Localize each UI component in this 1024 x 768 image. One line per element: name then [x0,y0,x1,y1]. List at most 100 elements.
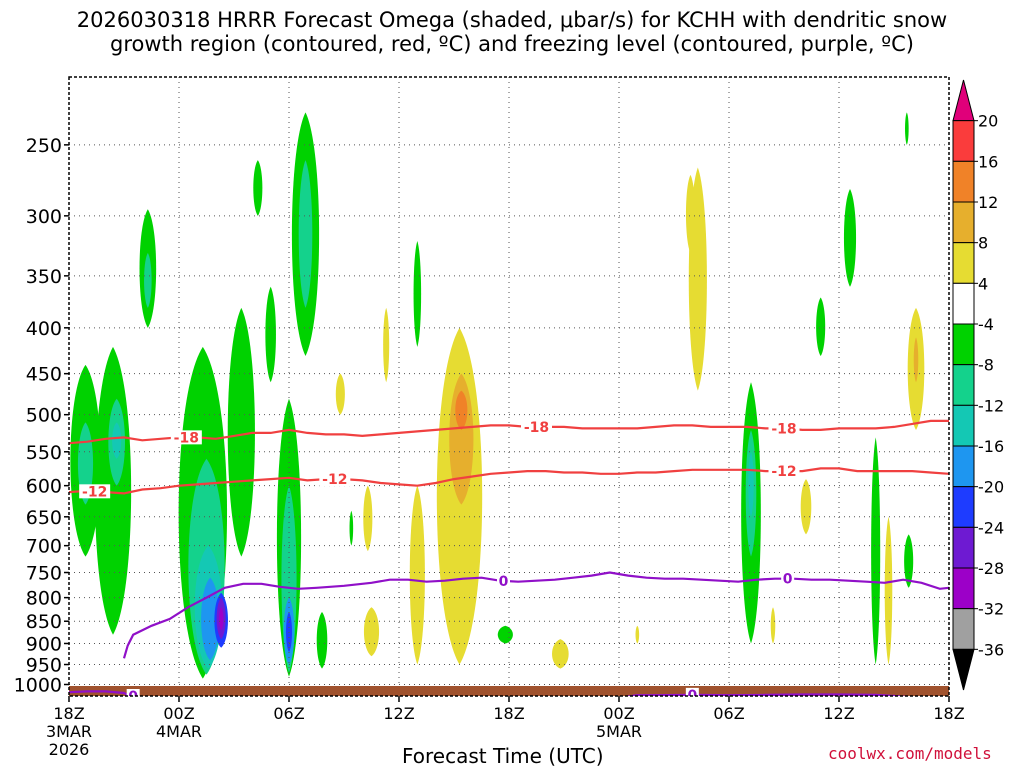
xtick-label-0-2: 2026 [49,740,90,759]
xtick-label-18-0: 12Z [383,704,414,723]
omega-up-h38 [770,607,776,644]
colorbar-label-4: -20 [978,478,1004,497]
colorbar-top-triangle [952,79,975,122]
ytick-label-250: 250 [26,135,62,157]
ytick-label-950: 950 [26,655,62,677]
credit-text: coolwx.com/models [828,744,992,763]
ytick-label-750: 750 [26,563,62,585]
contour-freezing-level [122,571,949,659]
chart-title-line-2: growth region (contoured, red, ºC) and f… [110,32,914,56]
ytick-label-900: 900 [26,633,62,655]
contour-label-bg-dgz-minus12-2 [768,464,800,479]
plot-border [68,76,950,697]
ytick-label-300: 300 [26,206,62,228]
colorbar-box-2 [952,160,975,203]
omega-up-h46b [913,337,919,383]
x-axis-title: Forecast Time (UTC) [402,744,604,768]
xtick-label-0-1: 3MAR [46,722,92,741]
omega-core-h1c [112,422,122,459]
omega-core-h37c [748,451,754,517]
contour-label-bg-dgz-minus18-1 [521,419,552,434]
xtick-label-30-1: 5MAR [596,722,642,741]
omega-up-h40 [800,479,812,535]
ytick-label-400: 400 [26,318,62,340]
contour-label-freezing-level-1: 0 [783,572,793,588]
contour-label-bg-freezing-level-surface-left-0 [126,689,140,696]
contour-label-dgz-minus18-1: -18 [524,420,549,436]
chart-title-line-1: 2026030318 HRRR Forecast Omega (shaded, … [76,8,948,32]
ytick-label-650: 650 [26,507,62,529]
contour-label-bg-freezing-level-0 [497,573,510,588]
ground-rect [69,686,949,696]
colorbar: -36 -32 -28 -24 -20 -16 -12 -8 -4 4 8 12 16 20 [952,79,1004,691]
colorbar-box-8 [952,404,975,447]
omega-up-h45 [884,516,893,665]
colorbar-box-7 [952,364,975,406]
contour-label-bg-freezing-level-surface-right-0 [685,687,699,696]
contour-label-freezing-level-surface-left-0: 0 [128,689,138,705]
ytick-label-800: 800 [26,588,62,610]
omega-core-h14 [316,611,328,669]
omega-up-h31 [635,625,640,644]
omega-core-h13b [298,160,313,308]
colorbar-label-8: -4 [978,315,994,334]
contour-label-bg-dgz-minus18-2 [768,421,800,436]
colorbar-bottom-triangle [952,648,975,691]
omega-up-h16 [409,485,425,665]
contour-dgz-minus18 [69,419,949,445]
xtick-label-36-0: 06Z [713,704,744,723]
omega-core-h9 [227,307,255,557]
contour-freezing-level-surface-left [69,690,131,696]
omega-shading [70,112,925,679]
xtick-label-6-1: 4MAR [156,722,202,741]
colorbar-label-13: 20 [978,112,998,131]
xtick-label-42-0: 12Z [823,704,854,723]
omega-core-h11 [265,286,276,383]
ytick-label-550: 550 [26,442,62,464]
colorbar-label-11: 12 [978,193,998,212]
omega-core-h44 [871,437,881,665]
colorbar-label-3: -24 [978,518,1004,537]
colorbar-box-13 [952,608,975,650]
contour-label-dgz-minus18-2: -18 [771,421,796,437]
colorbar-box-5 [952,282,975,325]
colorbar-label-6: -12 [978,396,1004,415]
colorbar-box-1 [952,120,975,162]
ytick-label-450: 450 [26,364,62,386]
xtick-label-48-0: 18Z [933,704,964,723]
omega-up-h18c [455,390,468,430]
colorbar-box-6 [952,323,975,366]
ytick-label-700: 700 [26,536,62,558]
ytick-label-850: 850 [26,611,62,633]
omega-core-h6g [218,607,224,631]
colorbar-label-9: 4 [978,274,988,293]
xtick-label-0-0: 18Z [53,704,84,723]
ytick-label-600: 600 [26,476,62,498]
xtick-label-12-0: 06Z [273,704,304,723]
colorbar-label-7: -8 [978,356,994,375]
ground-band [69,686,949,696]
contour-dgz-minus12 [69,467,949,495]
colorbar-label-2: -28 [978,559,1004,578]
omega-up-h27 [552,639,569,669]
contour-label-dgz-minus12-2: -12 [771,464,796,480]
colorbar-box-10 [952,486,975,528]
omega-core-h46 [905,112,909,145]
colorbar-label-10: 8 [978,234,988,253]
colorbar-box-3 [952,201,975,244]
omega-core-h24 [497,625,513,644]
omega-up-h18b [449,373,474,505]
omega-core-h9b [253,160,263,216]
omega-core-h45 [904,534,914,588]
xtick-label-30-0: 00Z [603,704,634,723]
omega-core-h4b [144,252,152,308]
contour-label-dgz-minus12-0: -12 [82,484,107,500]
colorbar-label-12: 16 [978,152,998,171]
contours: -18 -18 -18 -12 -12 -12 0 0 0 0 [69,419,949,705]
ytick-label-1000: 1000 [14,674,62,696]
ytick-label-350: 350 [26,266,62,288]
contour-label-freezing-level-surface-right-0: 0 [687,688,697,704]
ytick-label-500: 500 [26,405,62,427]
